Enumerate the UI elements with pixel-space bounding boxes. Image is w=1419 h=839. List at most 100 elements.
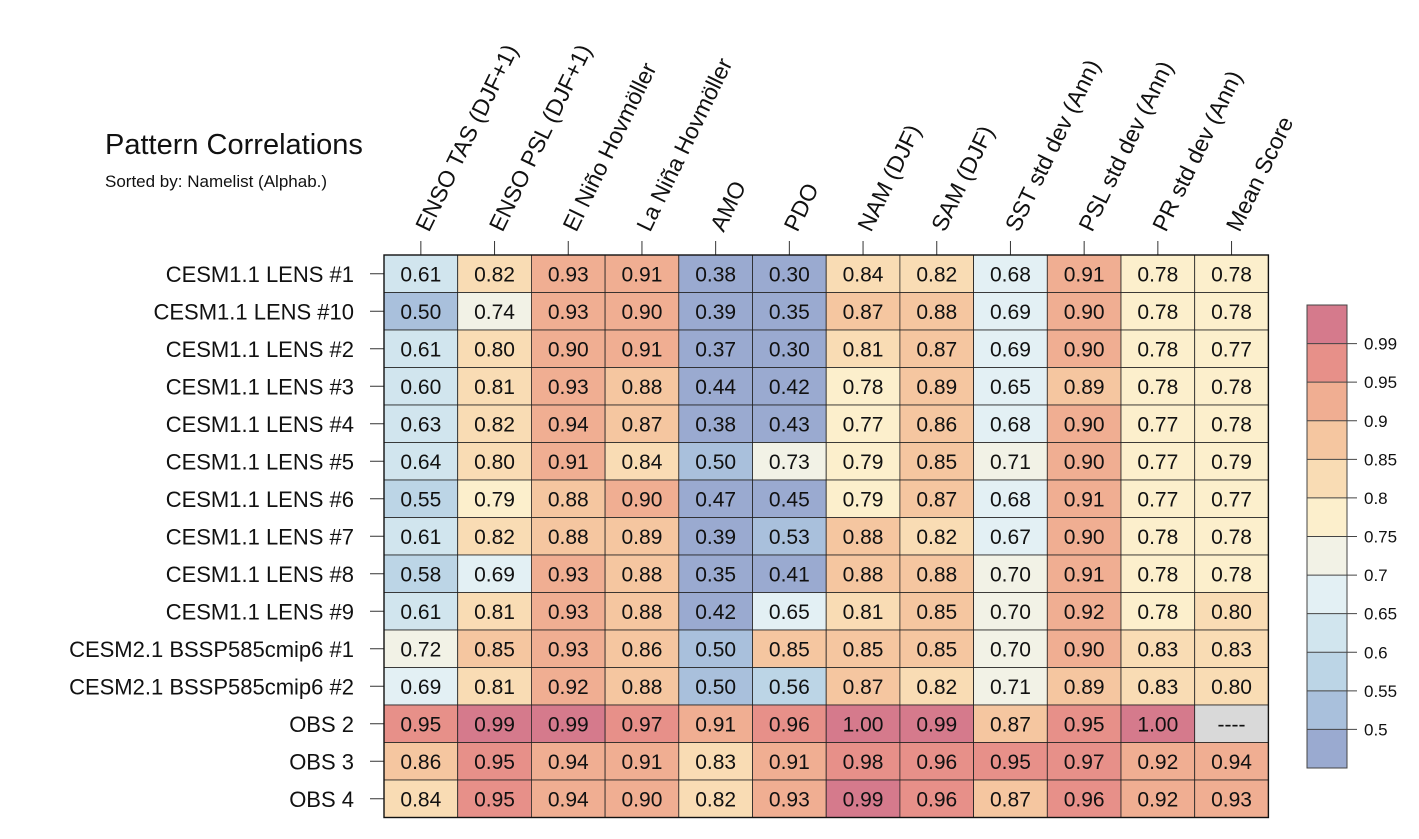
heatmap-cell [457, 779, 532, 818]
cell-value-label: 0.96 [916, 751, 957, 774]
heatmap-cell [825, 779, 901, 818]
heatmap-cell [1046, 479, 1122, 518]
cell-value-label: 0.42 [695, 601, 736, 624]
cell-value-label: 0.98 [843, 751, 884, 774]
heatmap-cell [752, 517, 827, 556]
cell-value-label: 0.85 [769, 638, 810, 661]
cell-value-label: 0.77 [843, 413, 884, 436]
column-label: SAM (DJF) [926, 122, 999, 236]
cell-value-label: 0.88 [622, 376, 663, 399]
cell-value-label: 0.91 [548, 451, 589, 474]
cell-value-label: 0.68 [990, 488, 1031, 511]
cell-value-label: 0.81 [843, 338, 884, 361]
cell-value-label: 0.78 [843, 376, 884, 399]
cell-value-label: 0.53 [769, 526, 810, 549]
cell-value-label: 0.93 [548, 638, 589, 661]
cell-value-label: 0.39 [695, 526, 736, 549]
cell-value-label: 0.90 [622, 301, 663, 324]
colorbar-swatch [1307, 343, 1347, 383]
colorbar-label: 0.85 [1364, 450, 1397, 469]
heatmap-cell [531, 704, 606, 743]
cell-value-label: 0.55 [400, 488, 441, 511]
heatmap-cell [678, 479, 753, 518]
cell-value-label: 0.83 [1137, 638, 1178, 661]
cell-value-label: 0.82 [474, 263, 515, 286]
cell-value-label: 0.91 [622, 263, 663, 286]
cell-value-label: 0.93 [769, 788, 810, 811]
cell-value-label: 0.83 [695, 751, 736, 774]
cell-value-label: 0.87 [622, 413, 663, 436]
cell-value-label: 0.71 [990, 451, 1031, 474]
cell-value-label: 0.81 [474, 601, 515, 624]
heatmap-cell [752, 442, 827, 481]
cell-value-label: 0.67 [990, 526, 1031, 549]
cell-value-label: 0.89 [622, 526, 663, 549]
heatmap-cell [752, 367, 827, 406]
cell-value-label: 0.99 [474, 713, 515, 736]
cell-value-label: 0.38 [695, 263, 736, 286]
heatmap-cell [457, 704, 532, 743]
heatmap-cell [899, 517, 975, 556]
heatmap-cell [1194, 254, 1269, 293]
heatmap-cell [1194, 517, 1269, 556]
cell-value-label: 0.61 [400, 526, 441, 549]
cell-value-label: 0.78 [1137, 563, 1178, 586]
heatmap-cell [531, 292, 606, 331]
cell-value-label: 0.61 [400, 601, 441, 624]
row-label: CESM1.1 LENS #9 [166, 599, 354, 624]
cell-value-label: 0.99 [548, 713, 589, 736]
cell-value-label: 0.90 [622, 788, 663, 811]
cell-value-label: ---- [1218, 713, 1246, 736]
heatmap-cell [1194, 779, 1269, 818]
row-label: OBS 2 [289, 712, 354, 737]
heatmap-cell [1194, 329, 1269, 368]
cell-value-label: 0.91 [622, 751, 663, 774]
heatmap-cell [1194, 479, 1269, 518]
heatmap-cell [1120, 742, 1196, 781]
cell-value-label: 0.81 [474, 676, 515, 699]
cell-value-label: 0.84 [400, 788, 441, 811]
heatmap-cell [531, 329, 606, 368]
heatmap-cell [1194, 442, 1269, 481]
heatmap-cell [973, 442, 1048, 481]
cell-value-label: 0.78 [1137, 338, 1178, 361]
cell-value-label: 0.91 [769, 751, 810, 774]
heatmap-cell [1120, 592, 1196, 631]
cell-value-label: 0.89 [1064, 376, 1105, 399]
heatmap-cell [383, 479, 459, 518]
cell-value-label: 0.91 [622, 338, 663, 361]
row-label: CESM1.1 LENS #2 [166, 337, 354, 362]
heatmap-cell [752, 479, 827, 518]
heatmap-cell [825, 704, 901, 743]
heatmap-cell [457, 442, 532, 481]
cell-value-label: 0.77 [1137, 451, 1178, 474]
heatmap-cell [604, 442, 680, 481]
colorbar-label: 0.95 [1364, 373, 1397, 392]
heatmap-cell [825, 479, 901, 518]
cell-value-label: 0.61 [400, 338, 441, 361]
cell-value-label: 0.78 [1137, 601, 1178, 624]
heatmap-cell [1046, 367, 1122, 406]
row-label: CESM1.1 LENS #5 [166, 449, 354, 474]
heatmap-cell [457, 592, 532, 631]
heatmap-cell [678, 367, 753, 406]
heatmap-cell [1046, 742, 1122, 781]
row-label: CESM1.1 LENS #6 [166, 487, 354, 512]
heatmap-cell [604, 704, 680, 743]
cell-value-label: 0.83 [1211, 638, 1252, 661]
heatmap-cell [678, 329, 753, 368]
heatmap-cell [383, 517, 459, 556]
colorbar-label: 0.5 [1364, 720, 1388, 739]
cell-value-label: 0.65 [990, 376, 1031, 399]
colorbar-swatch [1307, 497, 1347, 537]
cell-value-label: 0.90 [1064, 638, 1105, 661]
heatmap-cell [899, 254, 975, 293]
cell-value-label: 0.78 [1211, 563, 1252, 586]
cell-value-label: 0.87 [990, 788, 1031, 811]
chart-subtitle: Sorted by: Namelist (Alphab.) [105, 172, 327, 191]
cell-value-label: 0.88 [622, 601, 663, 624]
row-label: CESM1.1 LENS #10 [153, 299, 354, 324]
heatmap-cell [531, 404, 606, 443]
heatmap-cell [383, 742, 459, 781]
